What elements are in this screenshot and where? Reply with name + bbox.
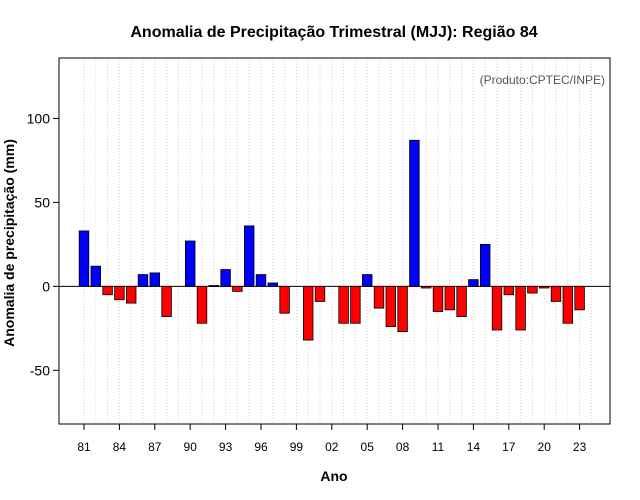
y-axis: -50 0 50 100 <box>27 110 59 378</box>
x-tick-label: 20 <box>538 440 552 454</box>
x-tick-label: 14 <box>467 440 481 454</box>
x-tick-label: 96 <box>254 440 268 454</box>
bar-95 <box>243 225 255 287</box>
bar-11 <box>432 285 444 312</box>
bar-87 <box>149 272 161 287</box>
chart-title: Anomalia de Precipitação Trimestral (MJJ… <box>130 24 537 41</box>
x-tick-label: 84 <box>113 440 127 454</box>
bar-83 <box>102 285 113 296</box>
bar-12 <box>444 285 456 311</box>
bar-07 <box>385 285 397 328</box>
bar-06 <box>373 285 385 309</box>
x-tick-label: 81 <box>77 440 91 454</box>
bar-16 <box>491 285 503 331</box>
vertical-grid-lines <box>83 58 592 424</box>
bar-08 <box>397 285 408 333</box>
x-tick-label: 23 <box>573 440 587 454</box>
bar-22 <box>562 285 574 324</box>
bar-01 <box>314 285 326 302</box>
bar-10 <box>420 285 432 289</box>
bar-88 <box>161 285 172 317</box>
bar-82 <box>90 265 102 287</box>
bar-90 <box>184 240 196 287</box>
bar-00 <box>302 285 314 341</box>
bar-15 <box>479 243 491 287</box>
plot-frame <box>58 57 611 425</box>
x-tick-label: 05 <box>361 440 375 454</box>
x-tick-label: 02 <box>325 440 339 454</box>
x-axis: 81 84 87 90 93 96 99 02 05 08 11 14 17 20 23 <box>77 424 587 454</box>
bars-group <box>78 139 585 341</box>
x-tick-label: 17 <box>502 440 516 454</box>
bar-85 <box>126 285 137 304</box>
bar-86 <box>137 274 149 287</box>
y-tick-label: 100 <box>27 110 51 126</box>
x-tick-label: 08 <box>396 440 410 454</box>
x-axis-label: Ano <box>320 468 347 484</box>
x-tick-label: 93 <box>219 440 233 454</box>
bar-04 <box>350 285 361 324</box>
bar-21 <box>550 285 562 302</box>
x-tick-label: 90 <box>184 440 198 454</box>
y-axis-label: Anomalia de precipitação (mm) <box>1 139 17 347</box>
bar-23 <box>574 285 585 311</box>
y-tick-label: 0 <box>42 278 50 294</box>
bar-13 <box>456 285 467 317</box>
bar-97 <box>267 282 279 287</box>
bar-94 <box>232 285 243 292</box>
bar-14 <box>468 279 479 287</box>
bar-92 <box>208 285 220 287</box>
bar-05 <box>361 274 373 287</box>
bar-84 <box>114 285 125 301</box>
bar-96 <box>255 274 267 287</box>
bar-20 <box>539 285 550 289</box>
bar-18 <box>515 285 526 331</box>
y-tick-label: 50 <box>34 194 50 210</box>
x-tick-label: 11 <box>432 440 445 454</box>
bar-17 <box>503 285 515 296</box>
x-tick-label: 99 <box>290 440 304 454</box>
credit-text: (Produto:CPTEC/INPE) <box>480 73 605 87</box>
bar-03 <box>338 285 349 324</box>
bar-93 <box>220 269 231 287</box>
bar-09 <box>409 139 420 287</box>
bar-91 <box>196 285 208 324</box>
y-tick-label: -50 <box>30 362 50 378</box>
bar-81 <box>78 230 90 287</box>
x-tick-label: 87 <box>148 440 162 454</box>
bar-19 <box>527 285 538 294</box>
bar-98 <box>279 285 290 314</box>
